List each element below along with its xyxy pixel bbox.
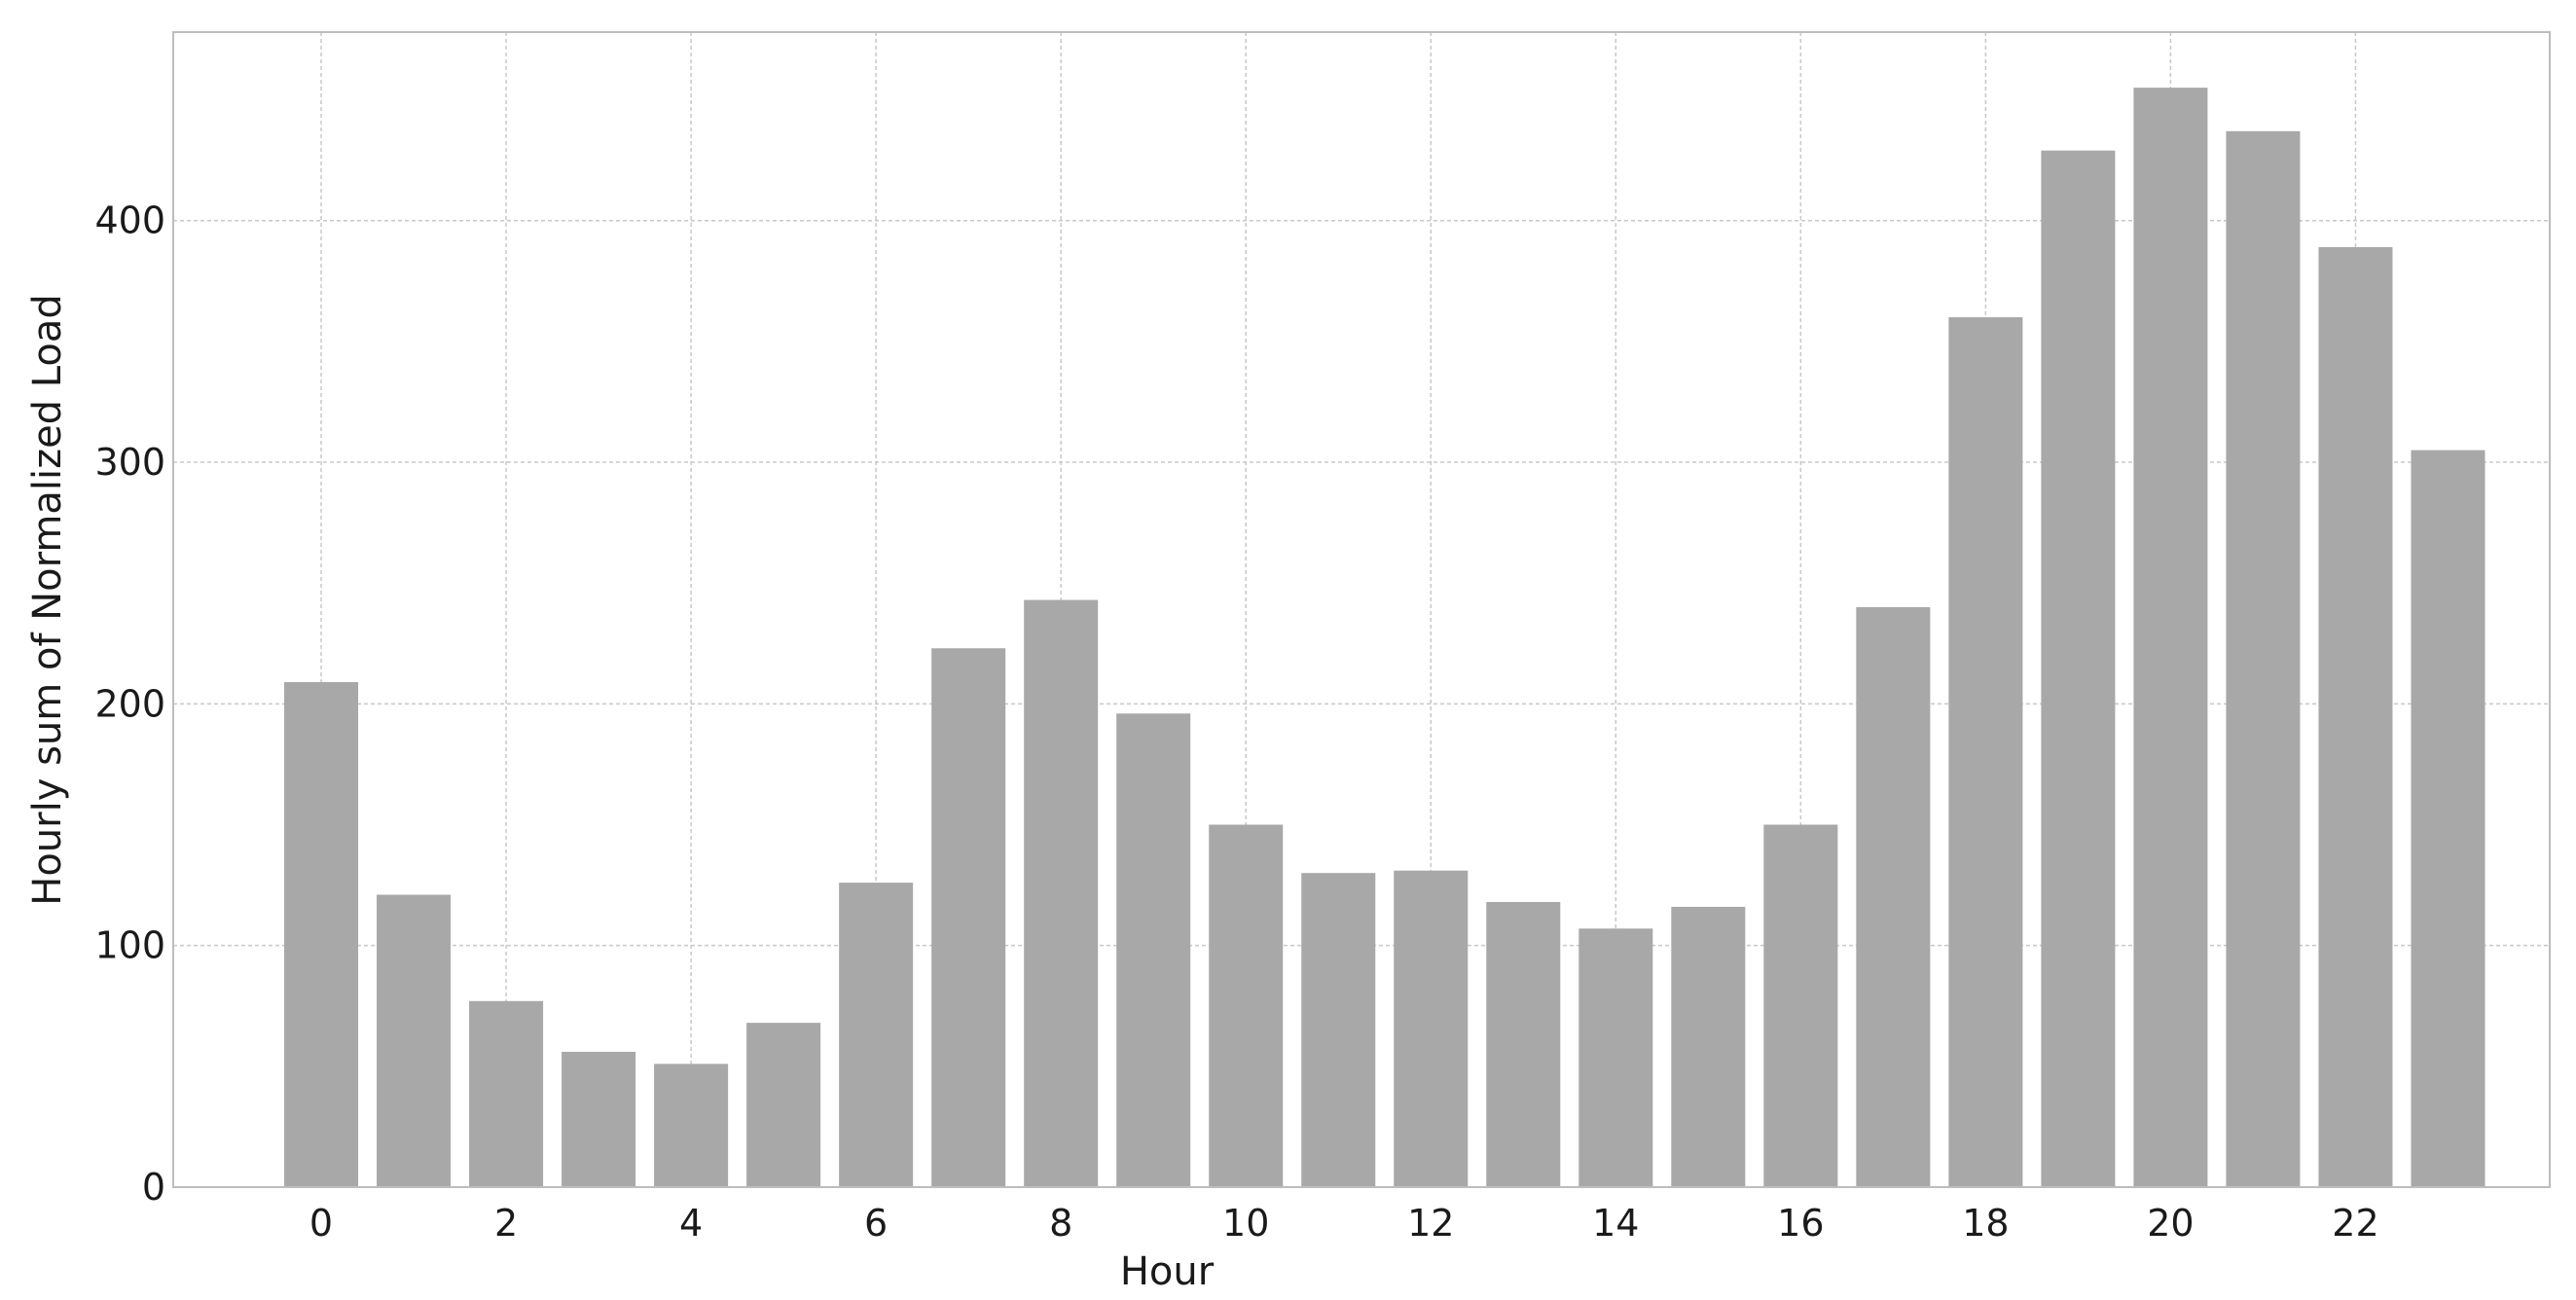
x-tick-label: 20 bbox=[2147, 1202, 2194, 1245]
x-tick-label: 2 bbox=[494, 1202, 518, 1245]
y-tick-label: 300 bbox=[94, 441, 165, 484]
x-tick-label: 8 bbox=[1049, 1202, 1072, 1245]
bar bbox=[562, 1051, 636, 1187]
x-tick-label: 16 bbox=[1777, 1202, 1824, 1245]
x-tick-labels: 0 2 4 6 8 10 12 14 16 18 20 22 bbox=[309, 1202, 2379, 1245]
x-axis-label: Hour bbox=[1120, 1249, 1215, 1294]
bar bbox=[931, 648, 1006, 1187]
x-tick-label: 0 bbox=[309, 1202, 333, 1245]
bars bbox=[284, 88, 2485, 1187]
bar bbox=[1763, 824, 1838, 1187]
y-axis-label: Hourly sum of Normalized Load bbox=[25, 294, 70, 906]
bar bbox=[1948, 317, 2023, 1187]
bar bbox=[654, 1064, 729, 1187]
bar bbox=[1486, 901, 1561, 1187]
bar bbox=[2318, 247, 2393, 1187]
bar bbox=[1394, 870, 1469, 1187]
x-tick-label: 22 bbox=[2332, 1202, 2378, 1245]
y-tick-label: 100 bbox=[94, 924, 165, 967]
bar bbox=[469, 1000, 544, 1187]
bar bbox=[1856, 607, 1931, 1187]
bar bbox=[746, 1023, 821, 1187]
bar bbox=[839, 883, 914, 1187]
x-tick-label: 6 bbox=[864, 1202, 888, 1245]
bar bbox=[1301, 873, 1376, 1187]
y-tick-label: 0 bbox=[142, 1166, 165, 1209]
x-tick-label: 12 bbox=[1407, 1202, 1454, 1245]
bar bbox=[2041, 150, 2116, 1187]
bar bbox=[1671, 906, 1746, 1187]
bar bbox=[377, 894, 452, 1187]
y-tick-label: 400 bbox=[94, 199, 165, 242]
y-tick-label: 200 bbox=[94, 682, 165, 725]
bar bbox=[1578, 928, 1653, 1187]
x-tick-label: 10 bbox=[1222, 1202, 1269, 1245]
bar bbox=[284, 681, 359, 1187]
x-tick-label: 18 bbox=[1962, 1202, 2009, 1245]
bar bbox=[1209, 824, 1284, 1187]
x-tick-label: 4 bbox=[679, 1202, 703, 1245]
y-tick-labels: 0 100 200 300 400 bbox=[94, 199, 165, 1209]
plot-frame bbox=[172, 31, 2551, 1188]
bar bbox=[2411, 450, 2485, 1187]
bar bbox=[1024, 599, 1099, 1187]
bar bbox=[1116, 713, 1191, 1187]
x-tick-label: 14 bbox=[1592, 1202, 1639, 1245]
bar bbox=[2226, 130, 2301, 1187]
bar bbox=[2133, 88, 2208, 1187]
